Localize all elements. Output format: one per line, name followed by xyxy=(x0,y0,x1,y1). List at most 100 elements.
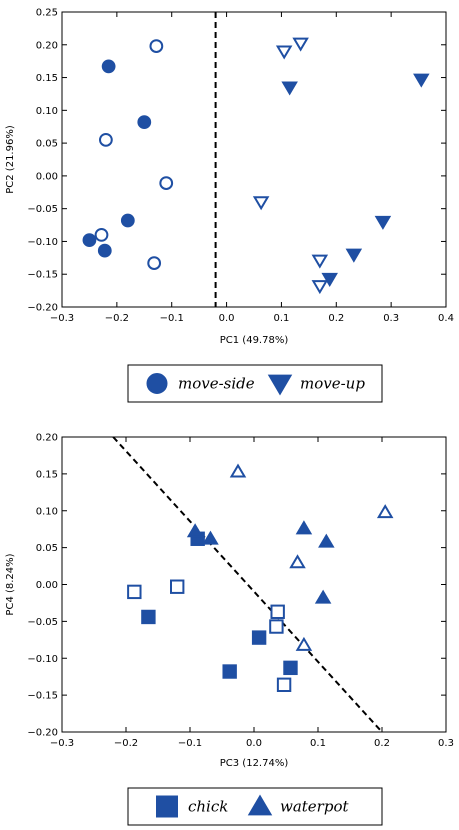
y-tick-label: 0.25 xyxy=(36,8,58,19)
x-tick-label: 0.0 xyxy=(246,738,262,749)
x-tick-label: −0.3 xyxy=(50,738,74,749)
data-point-move-up xyxy=(281,81,298,96)
data-point-move-up xyxy=(413,73,430,88)
legend-marker-waterpot xyxy=(247,794,273,816)
data-point-move-up xyxy=(275,45,293,60)
data-point-move-up xyxy=(311,254,329,269)
data-point-move-side xyxy=(147,256,162,270)
data-point-move-side xyxy=(137,115,152,130)
data-point-move-side xyxy=(149,39,164,53)
data-point-waterpot xyxy=(289,554,306,569)
x-axis-label: PC1 (49.78%) xyxy=(220,335,289,346)
data-point-move-side xyxy=(159,176,174,190)
series-move-up-filled xyxy=(281,73,430,287)
x-tick-label: 0.4 xyxy=(438,313,454,324)
series-move-side-open xyxy=(94,39,174,270)
x-axis-label: PC3 (12.74%) xyxy=(220,758,289,769)
chart-panel-1: −0.3 −0.2 −0.1 0.0 0.1 0.2 0.3 0.4 0.25 0.20 0.15 0… xyxy=(5,8,454,403)
y-tick-label: 0.10 xyxy=(36,106,58,117)
data-point-move-up xyxy=(292,37,309,52)
x-tick-label: −0.1 xyxy=(178,738,202,749)
data-point-chick xyxy=(170,579,185,594)
divider-line xyxy=(112,436,383,733)
data-point-waterpot xyxy=(376,504,394,519)
legend: move-side move-up xyxy=(127,364,383,403)
data-point-move-up xyxy=(311,280,329,295)
data-point-move-up xyxy=(374,215,392,230)
y-tick-label: 0.15 xyxy=(36,469,58,480)
data-point-move-side xyxy=(82,233,97,248)
y-tick-label: −0.20 xyxy=(27,728,58,739)
y-tick-label: 0.00 xyxy=(36,580,58,591)
data-point-waterpot xyxy=(318,533,335,548)
y-axis-label: PC2 (21.96%) xyxy=(5,125,16,194)
data-point-chick xyxy=(283,660,298,676)
data-point-chick xyxy=(269,619,284,634)
x-tick-label: −0.1 xyxy=(160,313,184,324)
data-point-move-side xyxy=(98,132,113,147)
y-tick-label: 0.20 xyxy=(36,433,58,444)
y-axis-label: PC4 (8.24%) xyxy=(5,553,16,615)
legend-marker-move-side xyxy=(146,373,168,394)
data-point-move-side xyxy=(101,59,116,74)
legend-label: waterpot xyxy=(280,798,349,816)
x-tick-label: 0.3 xyxy=(383,313,399,324)
series-waterpot-open xyxy=(229,463,394,651)
data-point-move-up xyxy=(345,248,363,263)
y-tick-label: 0.00 xyxy=(36,171,58,182)
y-tick-label: −0.10 xyxy=(27,237,58,248)
legend: chick waterpot xyxy=(127,787,383,826)
x-tick-label: 0.1 xyxy=(310,738,326,749)
plot-frame xyxy=(61,436,447,733)
data-point-chick xyxy=(127,584,142,600)
plot-frame xyxy=(61,11,447,308)
data-point-chick xyxy=(251,630,267,645)
series-waterpot-filled xyxy=(186,520,335,604)
data-point-waterpot xyxy=(314,589,332,604)
chart-panel-2: −0.3 −0.2 −0.1 0.0 0.1 0.2 0.3 0.20 0.15 0.10 0.05… xyxy=(5,433,454,826)
data-point-waterpot xyxy=(295,636,313,651)
data-point-waterpot xyxy=(202,530,219,545)
data-point-move-side xyxy=(120,213,135,228)
legend-box xyxy=(127,364,383,403)
data-point-waterpot xyxy=(186,523,204,538)
series-chick-open xyxy=(127,579,292,692)
data-point-chick xyxy=(141,609,156,625)
legend-marker-chick xyxy=(156,795,178,818)
data-point-waterpot xyxy=(229,463,247,478)
series-move-side-filled xyxy=(82,59,152,258)
y-tick-label: 0.05 xyxy=(36,139,58,150)
data-point-waterpot xyxy=(295,520,313,535)
x-tick-label: 0.0 xyxy=(219,313,235,324)
data-point-chick xyxy=(222,664,237,679)
legend-label: move-up xyxy=(300,375,365,393)
x-tick-label: 0.3 xyxy=(438,738,454,749)
x-tick-label: 0.2 xyxy=(374,738,390,749)
legend-marker-move-up xyxy=(267,374,293,396)
y-tick-label: −0.05 xyxy=(27,204,58,215)
y-tick-label: 0.20 xyxy=(36,40,58,51)
x-tick-label: 0.1 xyxy=(273,313,289,324)
data-point-move-side xyxy=(97,243,112,258)
data-point-move-up xyxy=(321,272,338,287)
x-tick-label: −0.2 xyxy=(105,313,129,324)
legend-label: move-side xyxy=(178,375,255,393)
x-tick-label: −0.3 xyxy=(50,313,74,324)
x-tick-label: −0.2 xyxy=(114,738,138,749)
legend-label: chick xyxy=(188,798,228,816)
y-tick-label: −0.05 xyxy=(27,617,58,628)
y-tick-label: −0.20 xyxy=(27,303,58,314)
series-move-up-open xyxy=(252,37,329,295)
data-point-chick xyxy=(270,604,285,619)
data-point-move-up xyxy=(252,196,270,211)
y-tick-label: 0.15 xyxy=(36,73,58,84)
x-tick-label: 0.2 xyxy=(328,313,344,324)
data-point-chick xyxy=(276,677,292,692)
y-tick-label: −0.15 xyxy=(27,691,58,702)
y-tick-label: −0.15 xyxy=(27,270,58,281)
y-tick-label: 0.10 xyxy=(36,506,58,517)
data-point-move-side xyxy=(94,227,109,242)
y-tick-label: −0.10 xyxy=(27,654,58,665)
y-tick-label: 0.05 xyxy=(36,543,58,554)
